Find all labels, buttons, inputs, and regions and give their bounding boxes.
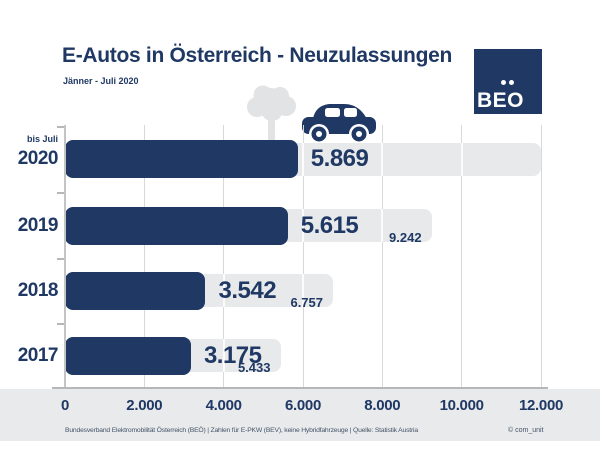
gridline (223, 125, 225, 388)
gridline (381, 125, 383, 388)
x-tick-label: 4.000 (205, 397, 242, 414)
bar-value (65, 140, 298, 178)
bar-value (65, 271, 206, 310)
x-axis-line (52, 387, 548, 390)
bar-value-label: 5.615 (300, 211, 359, 239)
y-axis-tick (57, 126, 65, 128)
gridline (461, 125, 463, 388)
footer-band (0, 389, 600, 441)
x-tick-label: 2.000 (126, 397, 163, 414)
gridline-on-track (222, 274, 225, 308)
full-year-label: 5.433 (237, 359, 271, 375)
year-label: 2017 (17, 344, 59, 366)
gridline-on-track (302, 209, 304, 243)
gridline-on-track (222, 339, 225, 373)
year-note: bis Juli (26, 134, 58, 144)
y-axis-tick (57, 258, 65, 260)
full-year-label: 9.242 (389, 229, 422, 245)
gridline-on-track (381, 142, 384, 176)
gridline-on-track (381, 209, 384, 243)
x-tick-label: 6.000 (284, 397, 322, 414)
bar-value-label: 5.869 (310, 145, 369, 172)
page-title: E-Autos in Österreich - Neuzulassungen (62, 44, 452, 67)
page-subtitle: Jänner - Juli 2020 (63, 76, 139, 86)
gridline-on-track (302, 142, 304, 176)
gridline (302, 125, 304, 388)
gridline (540, 125, 542, 388)
x-tick-label: 12.000 (518, 397, 564, 414)
logo-dot-icon (501, 80, 506, 85)
y-axis-line (64, 125, 66, 388)
logo-dot-icon (509, 80, 514, 85)
car-icon (302, 104, 376, 142)
y-axis-tick (57, 192, 65, 194)
bar-value-label: 3.542 (218, 276, 277, 304)
year-label: 2019 (17, 214, 59, 236)
year-label: 2020 (17, 148, 59, 169)
logo-text: BEO (477, 89, 525, 112)
year-label: 2018 (17, 279, 59, 301)
y-axis-tick (57, 323, 65, 325)
footer-credit-text: © com_unit (508, 427, 544, 434)
gridline-on-track (460, 142, 463, 176)
tree-icon (247, 85, 296, 141)
beo-logo: BEO (474, 49, 542, 114)
footer-source-text: Bundesverband Elektromobilität Österreic… (65, 427, 418, 434)
bar-value (65, 206, 288, 245)
full-year-label: 6.757 (290, 294, 324, 310)
x-tick-label: 8.000 (364, 397, 401, 414)
bar-value-label: 3.175 (203, 341, 262, 369)
bar-value (65, 336, 191, 375)
x-tick-label: 10.000 (439, 397, 484, 414)
x-tick-label: 0 (60, 397, 70, 414)
gridline-on-track (302, 274, 304, 308)
gridline (143, 125, 145, 388)
